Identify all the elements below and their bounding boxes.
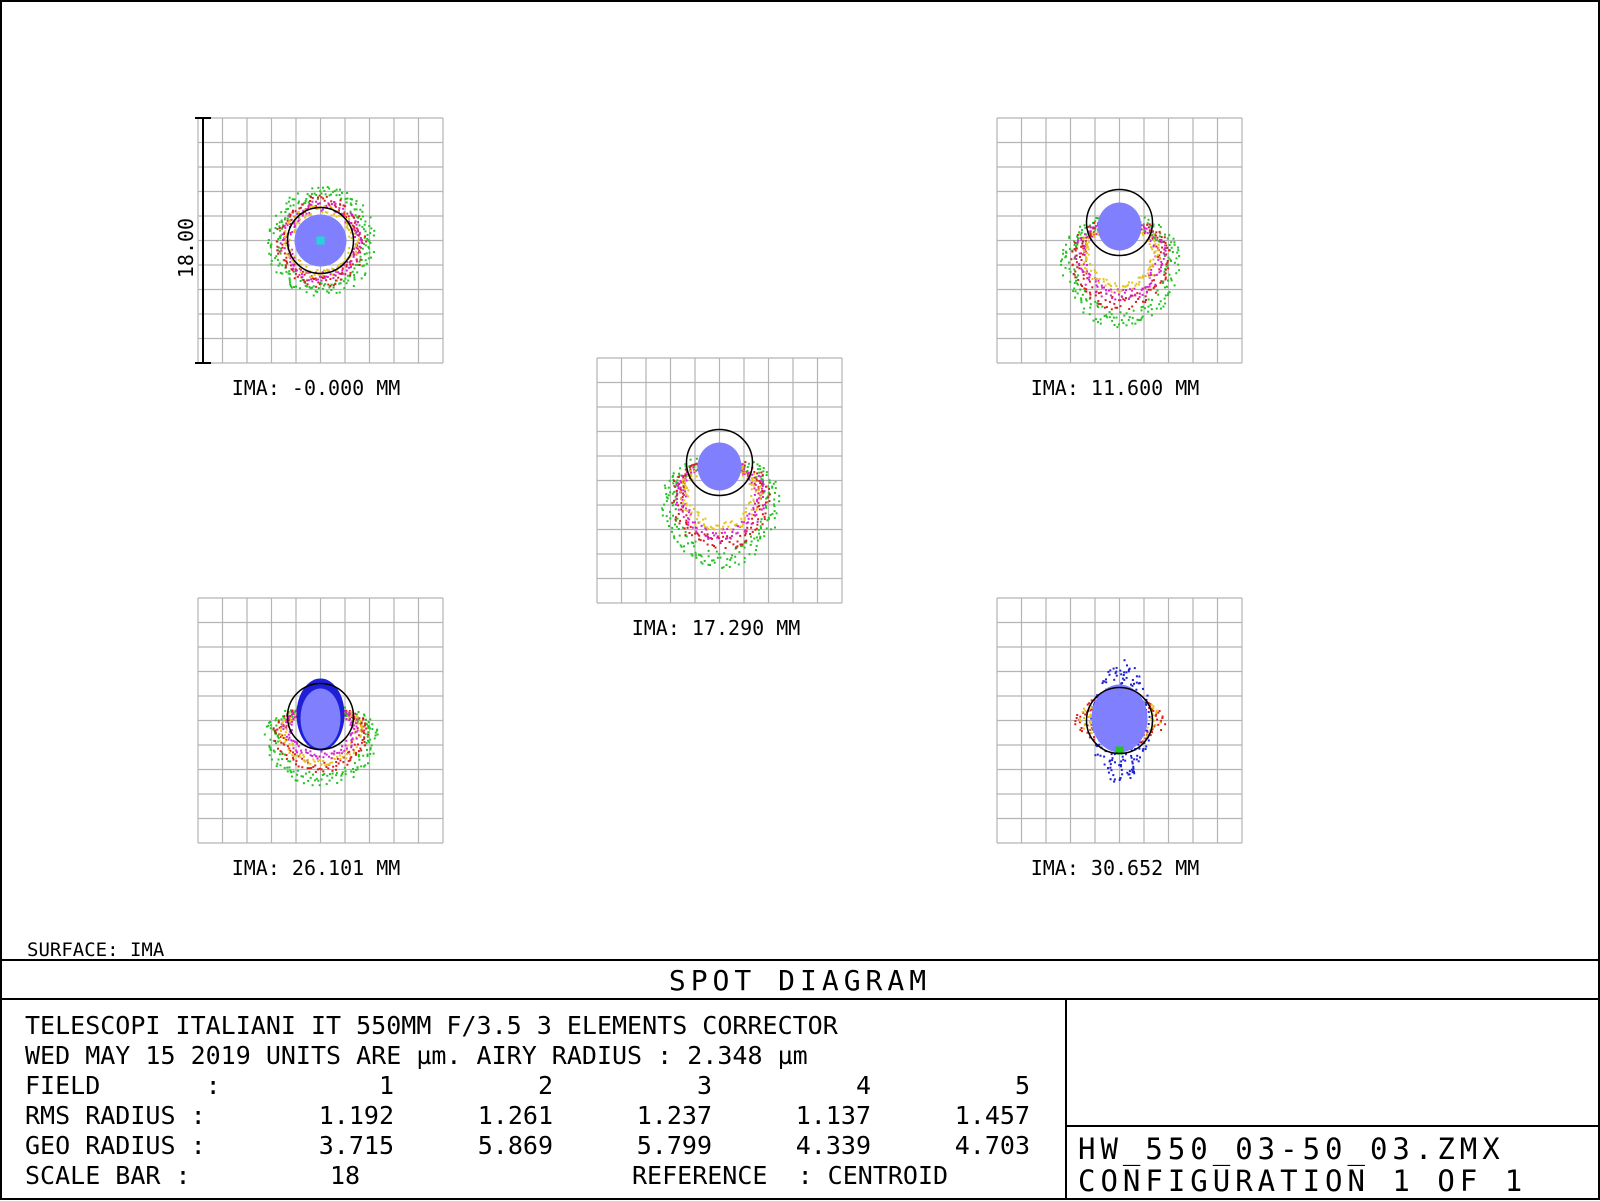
spot-pattern bbox=[267, 186, 376, 297]
panel-label-3: IMA: 17.290 MM bbox=[632, 616, 801, 640]
spot-pattern bbox=[661, 428, 781, 569]
reference-text: REFERENCE : CENTROID bbox=[632, 1161, 948, 1190]
grid bbox=[996, 117, 1243, 364]
panel-label-4: IMA: 26.101 MM bbox=[232, 856, 401, 880]
spot-panels bbox=[197, 117, 1243, 844]
field-2: 2 bbox=[538, 1071, 553, 1100]
info-line-1: TELESCOPI ITALIANI IT 550MM F/3.5 3 ELEM… bbox=[25, 1011, 839, 1040]
rms-1: 1.192 bbox=[319, 1101, 394, 1130]
spot-pattern bbox=[1074, 659, 1167, 783]
scale-value: 18 bbox=[330, 1161, 360, 1190]
rms-row-label: RMS RADIUS : bbox=[25, 1101, 206, 1130]
grid bbox=[996, 597, 1243, 844]
file-name: HW_550_03-50_03.ZMX bbox=[1078, 1132, 1505, 1167]
panel-label-1: IMA: -0.000 MM bbox=[232, 376, 401, 400]
field-4: 4 bbox=[856, 1071, 871, 1100]
scale-row-label: SCALE BAR : bbox=[25, 1161, 191, 1190]
surface-label: SURFACE: IMA bbox=[27, 939, 165, 961]
info-line-2: WED MAY 15 2019 UNITS ARE µm. AIRY RADIU… bbox=[25, 1041, 808, 1070]
rms-3: 1.237 bbox=[637, 1101, 712, 1130]
rms-4: 1.137 bbox=[796, 1101, 871, 1130]
panel-label-2: IMA: 11.600 MM bbox=[1031, 376, 1200, 400]
spot-pattern bbox=[263, 678, 379, 787]
spot-panel-2 bbox=[996, 117, 1243, 364]
spot-panel-1 bbox=[197, 117, 444, 364]
scale-bar-label: 18.00 bbox=[174, 218, 198, 278]
geo-4: 4.339 bbox=[796, 1131, 871, 1160]
field-3: 3 bbox=[697, 1071, 712, 1100]
spot-panel-4 bbox=[197, 597, 444, 844]
geo-row-label: GEO RADIUS : bbox=[25, 1131, 206, 1160]
diagram-title: SPOT DIAGRAM bbox=[669, 964, 931, 997]
field-row-label: FIELD : bbox=[25, 1071, 221, 1100]
info-block: TELESCOPI ITALIANI IT 550MM F/3.5 3 ELEM… bbox=[25, 1011, 1030, 1190]
geo-3: 5.799 bbox=[637, 1131, 712, 1160]
geo-2: 5.869 bbox=[478, 1131, 553, 1160]
spot-pattern bbox=[1060, 188, 1181, 329]
geo-1: 3.715 bbox=[319, 1131, 394, 1160]
panel-label-5: IMA: 30.652 MM bbox=[1031, 856, 1200, 880]
geo-5: 4.703 bbox=[955, 1131, 1030, 1160]
rms-5: 1.457 bbox=[955, 1101, 1030, 1130]
field-1: 1 bbox=[379, 1071, 394, 1100]
rms-2: 1.261 bbox=[478, 1101, 553, 1130]
grid bbox=[197, 597, 444, 844]
configuration-text: CONFIGURATION 1 OF 1 bbox=[1078, 1164, 1527, 1198]
field-5: 5 bbox=[1015, 1071, 1030, 1100]
scale-bar: 18.00 bbox=[174, 117, 211, 364]
spot-panel-5 bbox=[996, 597, 1243, 844]
spot-panel-3 bbox=[596, 357, 843, 604]
